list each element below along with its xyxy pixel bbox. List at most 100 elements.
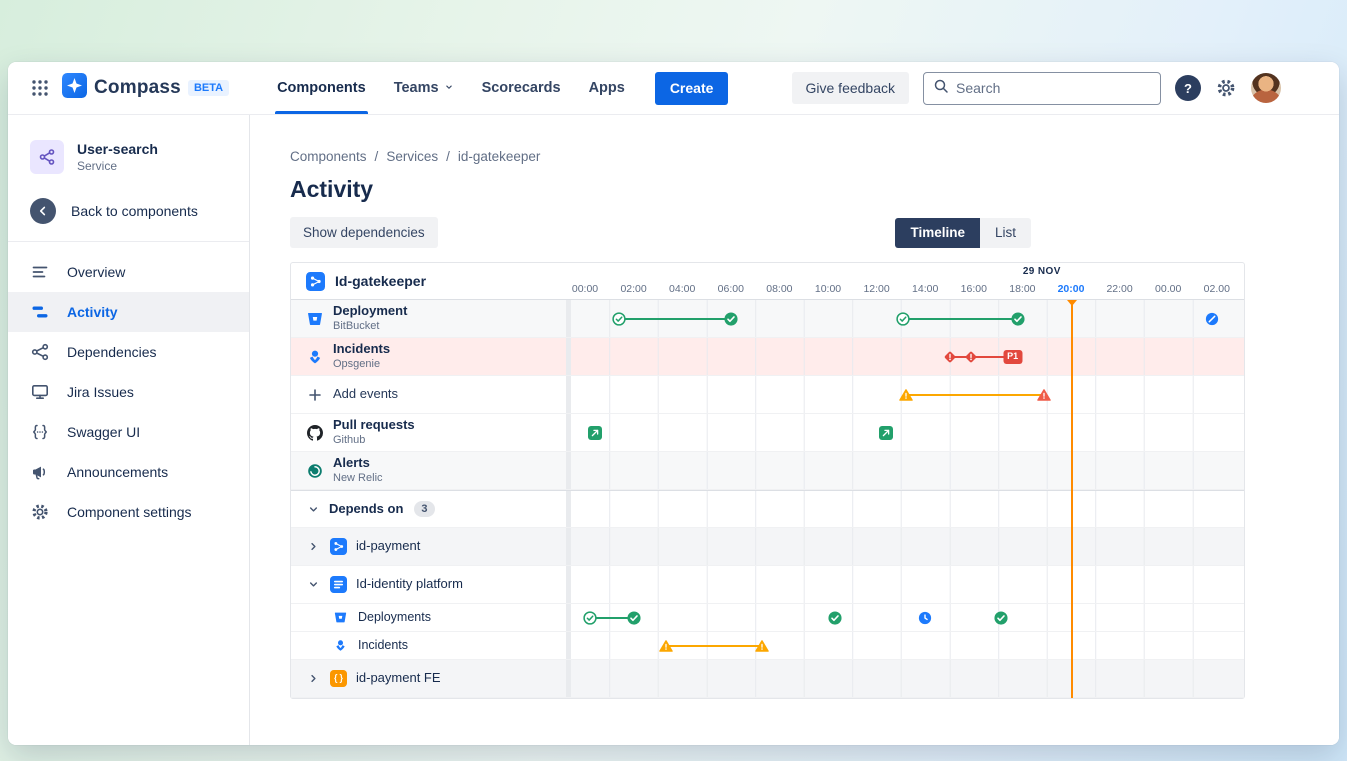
label-track-divider — [566, 452, 571, 489]
timeline-row-id-identity-platform[interactable]: Id-identity platform — [291, 566, 1244, 604]
current-time-marker — [1067, 300, 1077, 698]
pending-clock-icon[interactable] — [918, 611, 932, 625]
give-feedback-button[interactable]: Give feedback — [791, 72, 909, 104]
warning-amber-icon[interactable] — [659, 639, 674, 652]
github-icon — [306, 424, 324, 441]
row-title: id-payment FE — [356, 670, 441, 686]
cancelled-icon[interactable] — [1205, 312, 1219, 326]
p1-badge[interactable]: P1 — [1003, 349, 1023, 364]
sidebar-item-swagger-ui[interactable]: Swagger UI — [8, 412, 249, 452]
show-dependencies-button[interactable]: Show dependencies — [290, 217, 438, 248]
chevron-down-icon[interactable] — [306, 503, 320, 516]
row-track — [571, 414, 1244, 451]
create-button[interactable]: Create — [654, 71, 729, 105]
nav-teams[interactable]: Teams — [380, 62, 468, 114]
timeline-row-add-events[interactable]: Add events — [291, 376, 1244, 414]
toggle-timeline-button[interactable]: Timeline — [895, 217, 980, 248]
brand-name: Compass — [94, 77, 181, 98]
pull-request-icon[interactable] — [587, 425, 602, 440]
bitbucket-icon — [331, 611, 349, 624]
row-label: Id-identity platform — [291, 566, 566, 603]
sidebar-component-type: Service — [77, 158, 118, 173]
primary-nav: Components Teams Scorecards Apps — [263, 62, 639, 114]
row-track — [571, 376, 1244, 413]
depends-on-count-badge: 3 — [414, 501, 435, 517]
label-track-divider — [566, 338, 571, 375]
sidebar-item-dependencies[interactable]: Dependencies — [8, 332, 249, 372]
row-title: Id-identity platform — [356, 576, 463, 592]
component-navy-icon — [329, 576, 347, 593]
compass-logo[interactable]: Compass BETA — [62, 73, 230, 103]
app-window: Compass BETA Components Teams Scorecards… — [8, 62, 1339, 745]
warning-red-icon[interactable] — [1037, 388, 1052, 401]
row-subtitle: BitBucket — [333, 320, 380, 333]
opsgenie-icon — [331, 639, 349, 652]
breadcrumb-services[interactable]: Services — [367, 149, 438, 164]
sidebar-item-activity[interactable]: Activity — [8, 292, 249, 332]
pull-request-icon[interactable] — [879, 425, 894, 440]
settings-gear-icon[interactable] — [1215, 77, 1237, 99]
row-title: Add events — [333, 386, 399, 402]
success-icon[interactable] — [828, 610, 843, 625]
nav-scorecards[interactable]: Scorecards — [481, 80, 561, 96]
app-switcher-icon[interactable] — [24, 72, 56, 104]
success-outline-icon[interactable] — [582, 610, 597, 625]
success-icon[interactable] — [1010, 311, 1025, 326]
timeline-row-id-payment-fe[interactable]: id-payment FE — [291, 660, 1244, 698]
time-axis: 00:00 02:00 04:00 06:00 08:00 10:00 12:00 14:00… — [571, 263, 1244, 299]
row-track — [571, 300, 1244, 337]
success-icon[interactable] — [723, 311, 738, 326]
row-subtitle: Github — [333, 434, 366, 447]
label-track-divider — [566, 566, 571, 603]
chevron-right-icon[interactable] — [306, 540, 320, 553]
time-tick: 22:00 — [1106, 283, 1133, 295]
row-label: id-payment FE — [291, 660, 566, 697]
incident-diamond-icon[interactable] — [964, 350, 978, 364]
label-track-divider — [566, 414, 571, 451]
swagger-braces-icon — [30, 422, 50, 442]
bitbucket-icon — [306, 311, 324, 327]
nav-components[interactable]: Components — [263, 62, 380, 114]
chevron-right-icon[interactable] — [306, 672, 320, 685]
sidebar-item-jira-issues[interactable]: Jira Issues — [8, 372, 249, 412]
sidebar-component-name: User-search — [77, 140, 158, 157]
breadcrumb-id-gatekeeper[interactable]: id-gatekeeper — [438, 149, 541, 164]
top-navigation-bar: Compass BETA Components Teams Scorecards… — [8, 62, 1339, 115]
time-tick: 10:00 — [814, 283, 842, 295]
warning-amber-icon[interactable] — [755, 639, 770, 652]
chevron-down-icon[interactable] — [306, 578, 320, 591]
row-label: Deployments — [291, 604, 566, 631]
row-title: Deployment — [333, 303, 408, 319]
sidebar-item-announcements[interactable]: Announcements — [8, 452, 249, 492]
avatar[interactable] — [1251, 73, 1281, 103]
event-connector-line — [589, 616, 634, 619]
sidebar-item-component-settings[interactable]: Component settings — [8, 492, 249, 532]
gear-icon — [30, 502, 50, 522]
jira-issues-icon — [30, 382, 50, 402]
back-to-components-link[interactable]: Back to components — [8, 191, 249, 231]
search-box[interactable] — [923, 71, 1161, 105]
help-icon[interactable]: ? — [1175, 75, 1201, 101]
sidebar-item-overview[interactable]: Overview — [8, 252, 249, 292]
success-outline-icon[interactable] — [612, 311, 627, 326]
label-track-divider — [566, 604, 571, 631]
search-input[interactable] — [956, 80, 1151, 96]
breadcrumb: Components Services id-gatekeeper — [290, 149, 1339, 164]
sidebar-component-header: User-search Service — [8, 139, 249, 175]
breadcrumb-components[interactable]: Components — [290, 149, 367, 164]
incident-diamond-icon[interactable] — [943, 350, 957, 364]
row-track: P1 — [571, 338, 1244, 375]
nav-apps[interactable]: Apps — [588, 80, 625, 96]
timeline-row-id-payment[interactable]: id-payment — [291, 528, 1244, 566]
compass-logo-icon — [62, 73, 87, 103]
page-title: Activity — [290, 176, 374, 202]
opsgenie-icon — [306, 349, 324, 365]
main-content: Components Services id-gatekeeper Activi… — [250, 115, 1339, 745]
warning-amber-icon[interactable] — [898, 388, 913, 401]
megaphone-icon — [30, 462, 50, 482]
success-outline-icon[interactable] — [896, 311, 911, 326]
event-connector-line — [949, 355, 1013, 358]
success-icon[interactable] — [993, 610, 1008, 625]
toggle-list-button[interactable]: List — [979, 217, 1031, 248]
success-icon[interactable] — [626, 610, 641, 625]
